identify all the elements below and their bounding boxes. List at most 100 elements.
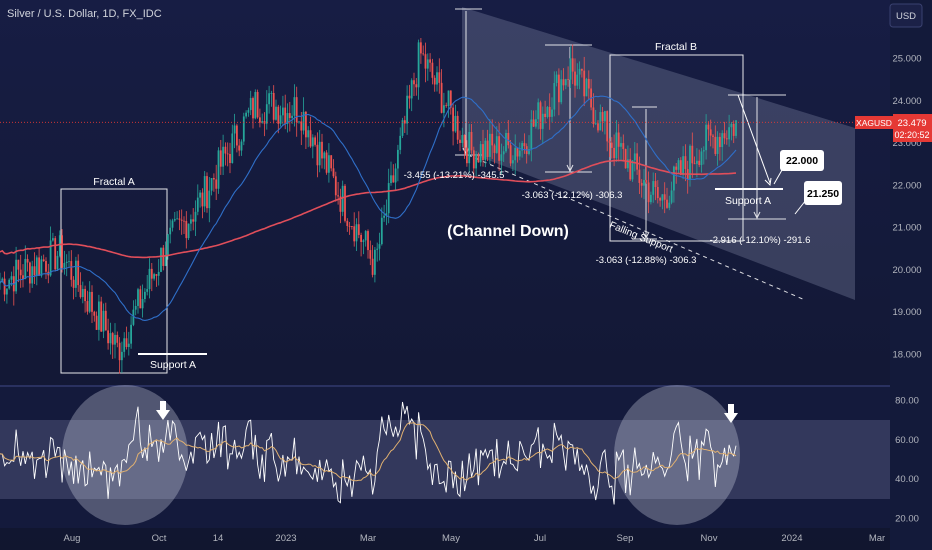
candle [656,180,659,204]
candle [719,132,721,161]
candle [447,90,450,118]
candle [555,71,558,87]
candle [668,195,671,211]
currency-button[interactable]: USD [889,3,923,28]
candle [620,136,622,161]
candle [725,130,728,145]
candle [654,172,657,201]
candle [601,106,604,132]
candle [132,300,135,327]
candle [463,134,466,159]
candle [3,271,6,302]
candle [558,68,560,116]
candle [528,135,530,156]
candle [661,194,664,210]
x-tick-label: Sep [617,533,634,544]
candle [346,218,349,232]
candle [429,53,431,72]
candle [567,66,569,87]
candle [84,285,86,313]
candle [426,53,429,81]
rsi-series [0,401,737,505]
candle [176,211,178,220]
candle [348,221,351,235]
candle [551,97,553,123]
price-tag-price: 23.479 [897,118,926,129]
candle [408,84,411,109]
x-tick-label: May [442,533,460,544]
candle [479,140,482,167]
currency-button-label: USD [896,11,916,22]
candle [374,247,376,283]
candle [537,98,540,130]
candle [645,165,648,184]
chart-title: Silver / U.S. Dollar, 1D, FX_IDC [7,8,162,20]
candle [88,281,91,314]
candle [252,96,254,129]
candle [691,132,694,178]
channel-down-label: (Channel Down) [447,223,569,240]
rsi-tick-label: 40.00 [895,474,919,485]
candle [574,58,576,98]
candle [397,144,399,182]
candle [728,114,730,147]
candle [493,143,496,164]
candle [298,121,300,124]
candle [509,140,512,167]
candle [599,104,602,131]
candle [709,119,712,147]
candle [171,218,174,232]
price-axis: 25.000 24.000 23.000 22.000 21.000 20.000 19.0… [890,0,932,550]
x-tick-label: Oct [152,533,167,544]
candle [54,236,57,272]
candle [208,177,211,223]
candle [564,78,567,90]
target-2-label: 21.250 [807,188,839,200]
candle [544,100,546,124]
candle [334,171,337,202]
candle [91,285,93,324]
down-arrow-icon [724,404,738,423]
candle [15,246,17,294]
target-box-1: 22.000 [780,150,824,171]
price-tag: XAGUSD 23.479 02:20:52 [855,114,932,142]
price-tag-countdown: 02:20:52 [894,130,929,140]
main-labels: Fractal A Fractal B Support A Support A … [93,41,810,371]
candle [546,105,549,119]
candle [482,129,484,167]
candle [420,38,422,64]
candle [489,119,491,165]
candle [123,332,126,358]
candle [213,173,215,192]
candle [153,272,155,281]
rsi-pane-background [0,387,890,528]
candle [125,326,128,350]
candle [49,226,52,277]
candle [406,85,408,135]
candle [491,119,494,159]
ma-200-line [0,159,737,259]
candle [137,287,139,314]
candle [518,142,521,161]
candle [231,124,234,164]
candle [578,61,581,90]
candle [42,254,45,262]
candle [222,134,224,175]
candle [190,214,192,232]
candle [194,200,197,236]
candle [445,102,448,108]
candle [206,172,208,213]
projection-arrow-1-head [764,177,772,187]
candle [652,172,655,203]
candle [376,242,379,262]
candle [215,164,218,201]
candle [233,113,236,149]
candle [360,232,362,257]
candle [180,209,183,235]
candle [640,179,643,198]
candle [24,245,27,280]
rsi-pane [0,385,932,528]
candle [196,184,199,216]
candle [311,134,314,159]
